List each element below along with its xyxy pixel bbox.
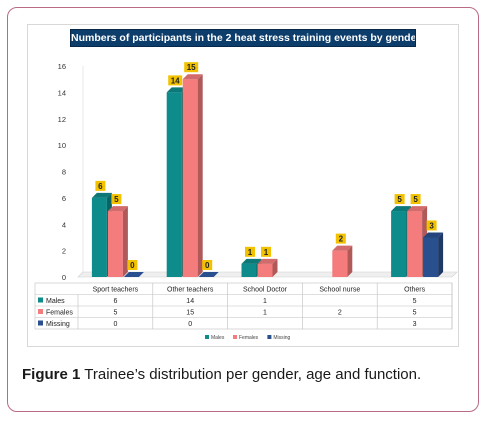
bar-side [197,74,203,277]
data-label-bg [111,194,122,205]
category-label: School nurse [319,287,360,294]
table-cell: 5 [413,310,417,317]
table-cell: 6 [113,298,117,305]
bar [391,211,407,277]
bar [166,92,182,277]
data-label: 6 [98,182,103,191]
data-label: 14 [171,76,180,85]
bar-top [91,192,112,198]
table-cell: 1 [263,310,267,317]
bar [257,263,273,277]
bar [198,272,219,277]
y-tick-label: 6 [62,194,66,203]
data-label-bg [245,246,255,257]
y-tick-label: 8 [62,168,66,177]
y-tick-label: 0 [62,273,66,282]
category-label: Others [404,287,426,294]
figure-frame [7,7,479,412]
bar [91,197,107,277]
y-tick-label: 10 [58,141,66,150]
data-label-bg [202,260,213,270]
table-legend-key [38,309,43,314]
bar-top [182,74,203,80]
data-label: 1 [248,248,253,257]
chart-title: Numbers of participants in the 2 heat st… [70,29,416,47]
bar [107,211,123,277]
legend-key [267,335,272,339]
bar [332,250,348,277]
data-label-bg [184,62,199,73]
data-label: 5 [114,195,119,204]
data-label: 1 [264,248,269,257]
table-cell: 15 [186,310,194,317]
legend-label: Females [239,335,259,341]
bar [423,237,439,277]
bar-side [347,245,353,277]
legend-label: Missing [273,335,290,341]
data-label-bg [394,194,405,205]
table-series-name: Females [46,310,73,317]
data-label: 0 [130,261,135,270]
category-label: Other teachers [167,287,214,294]
y-tick-label: 14 [58,88,66,97]
category-label: School Doctor [243,287,288,294]
data-label-bg [95,180,106,191]
data-label: 0 [205,261,210,270]
bar-top [166,87,187,93]
data-label-bg [410,194,421,205]
bar-top [241,258,262,264]
table-cell: 0 [113,321,117,328]
y-tick-label: 12 [58,115,66,124]
table-cell: 0 [188,321,192,328]
table-cell: 14 [186,298,194,305]
data-label: 3 [429,221,434,230]
table-cell: 3 [413,321,417,328]
bar-top [391,206,412,212]
bar-top [332,245,353,251]
table-cell: 5 [113,310,117,317]
figure-caption: Figure 1 Trainee’s distribution per gend… [22,366,482,383]
category-label: Sport teachers [93,287,139,294]
legend-key [233,335,237,339]
data-label: 15 [187,63,196,72]
bar [123,272,144,277]
data-label-bg [426,220,437,231]
caption-label: Figure 1 [22,366,81,383]
data-label: 5 [413,195,418,204]
data-label-bg [127,260,138,270]
bar-side [272,258,278,277]
table-cell: 1 [263,298,267,305]
table-cell: 2 [338,310,342,317]
y-tick-label: 4 [62,220,66,229]
data-label: 2 [339,235,344,244]
y-tick-label: 2 [62,247,66,256]
bar-side [438,232,444,277]
table-series-name: Males [46,298,65,305]
table-series-name: Missing [46,321,70,328]
legend-key [205,335,209,339]
data-label-bg [261,246,271,257]
table-legend-key [38,320,43,326]
data-label-bg [335,233,346,244]
y-tick-label: 16 [58,62,66,71]
table-legend-key [38,297,43,303]
bar-top [257,258,278,264]
bar-top [423,232,444,238]
bar [241,263,257,277]
legend-label: Males [211,335,225,341]
bar-side [122,206,128,277]
caption-text: Trainee’s distribution per gender, age a… [84,366,422,383]
bar-top [107,206,128,212]
data-label: 5 [397,195,402,204]
data-label-bg [168,75,183,86]
bar-top [407,206,428,212]
table-cell: 5 [413,298,417,305]
bar [407,211,423,277]
bar [182,79,198,277]
